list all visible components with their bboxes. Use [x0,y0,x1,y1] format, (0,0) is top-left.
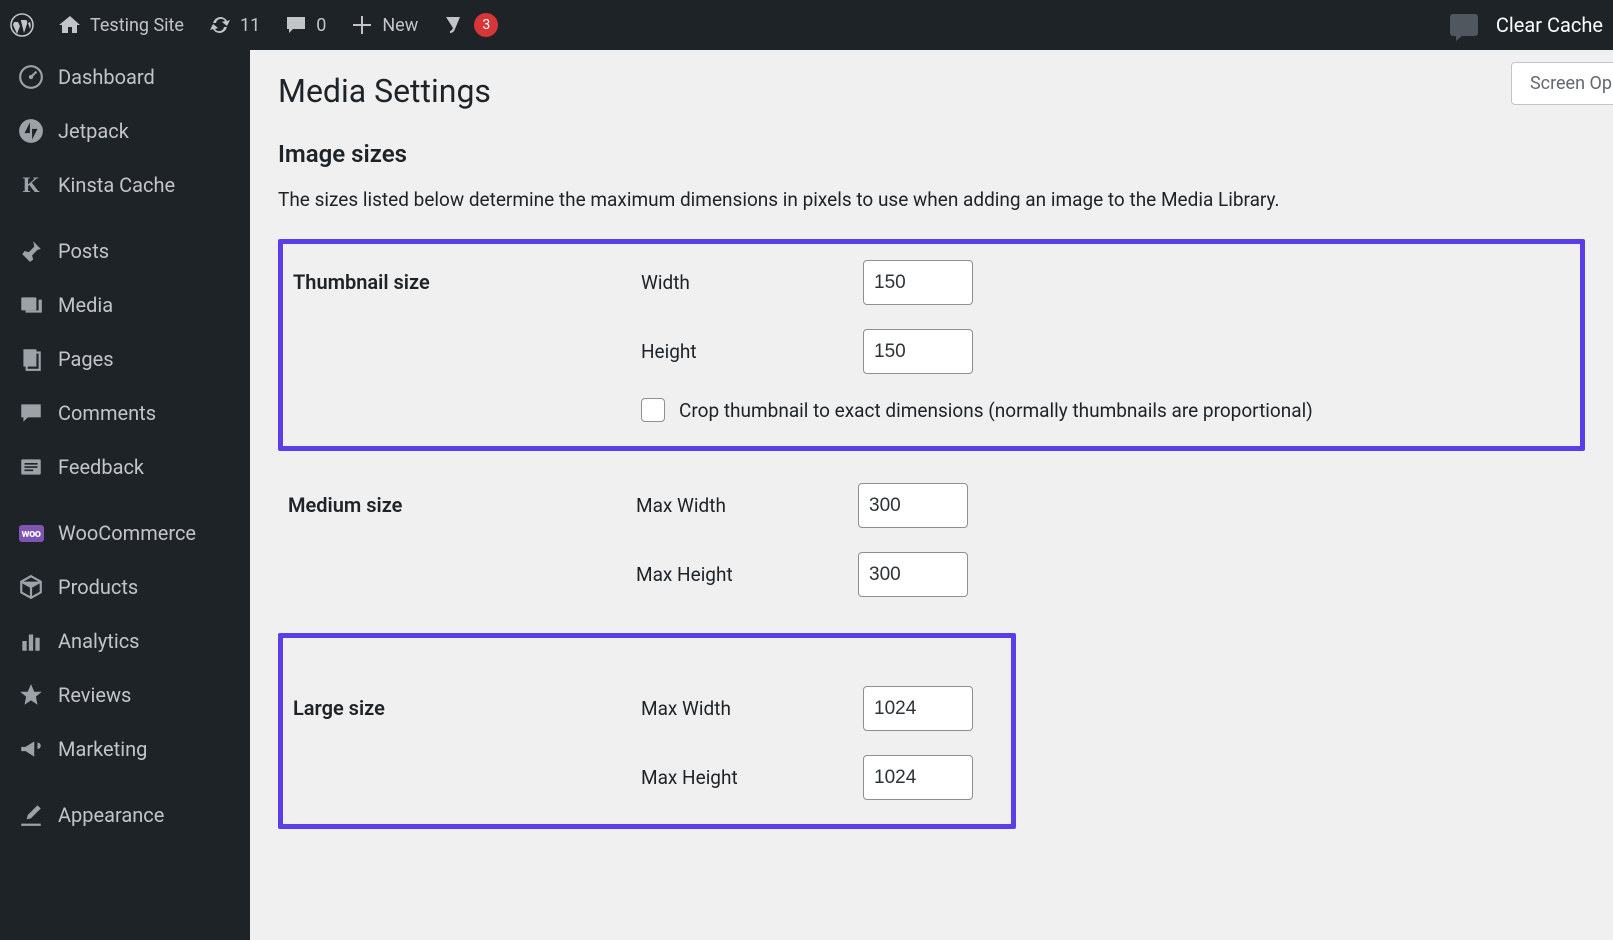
wp-logo-menu[interactable] [10,13,34,37]
home-icon [58,13,82,37]
section-description: The sizes listed below determine the max… [278,188,1585,211]
thumbnail-crop-checkbox[interactable] [641,398,665,422]
thumbnail-section-highlight: Thumbnail size Width Height Crop thumbna… [278,239,1585,451]
plus-icon [350,13,374,37]
sidebar-item-analytics[interactable]: Analytics [0,614,250,668]
admin-bar: Testing Site 11 0 New 3 Clear Cache [0,0,1613,50]
screen-options-label: Screen Op [1530,73,1612,94]
page-title: Media Settings [278,72,1585,110]
yoast-badge: 3 [474,13,498,37]
appearance-icon [18,802,44,828]
thumbnail-crop-label: Crop thumbnail to exact dimensions (norm… [679,399,1313,422]
admin-bar-right: Clear Cache [1450,13,1603,37]
clear-cache-label: Clear Cache [1496,13,1603,37]
sidebar-item-label: Media [58,293,113,317]
speech-icon [1450,14,1478,36]
large-label: Large size [293,686,641,720]
yoast-menu[interactable]: 3 [442,13,498,37]
thumbnail-height-input[interactable] [863,329,973,374]
sidebar-item-label: Feedback [58,455,144,479]
sidebar-item-label: Posts [58,239,109,263]
sidebar-item-label: Appearance [58,803,164,827]
screen-options-button[interactable]: Screen Op [1511,62,1613,105]
comments-icon [18,400,44,426]
yoast-icon [442,13,466,37]
large-row: Large size Max Width Max Height [293,686,1001,800]
medium-max-height-input[interactable] [858,552,968,597]
pin-icon [18,238,44,264]
sidebar-item-jetpack[interactable]: Jetpack [0,104,250,158]
sidebar-item-appearance[interactable]: Appearance [0,788,250,842]
feedback-icon [18,454,44,480]
update-icon [208,13,232,37]
new-label: New [382,15,418,36]
sidebar-item-woocommerce[interactable]: woo WooCommerce [0,506,250,560]
woocommerce-icon: woo [18,520,44,546]
sidebar-item-label: Pages [58,347,114,371]
sidebar-item-label: Products [58,575,138,599]
medium-section: Medium size Max Width Max Height [278,475,1585,633]
sidebar-item-label: Comments [58,401,156,425]
sidebar-item-marketing[interactable]: Marketing [0,722,250,776]
admin-bar-left: Testing Site 11 0 New 3 [10,13,498,37]
sidebar-item-comments[interactable]: Comments [0,386,250,440]
medium-label: Medium size [288,483,636,517]
pages-icon [18,346,44,372]
site-name-menu[interactable]: Testing Site [58,13,184,37]
sidebar-item-label: Reviews [58,683,131,707]
sidebar-item-label: Kinsta Cache [58,173,175,197]
wordpress-icon [10,13,34,37]
sidebar-item-products[interactable]: Products [0,560,250,614]
clear-cache-button[interactable]: Clear Cache [1496,13,1603,37]
sidebar-item-pages[interactable]: Pages [0,332,250,386]
large-section-highlight: Large size Max Width Max Height [278,633,1016,829]
site-name-label: Testing Site [90,15,184,36]
new-content-menu[interactable]: New [350,13,418,37]
large-max-height-input[interactable] [863,755,973,800]
comment-icon [284,13,308,37]
medium-max-width-input[interactable] [858,483,968,528]
dashboard-icon [18,64,44,90]
medium-max-height-label: Max Height [636,563,858,586]
thumbnail-width-input[interactable] [863,260,973,305]
thumbnail-label: Thumbnail size [293,260,641,294]
sidebar-item-label: Analytics [58,629,140,653]
medium-max-width-label: Max Width [636,494,858,517]
sidebar-item-label: Jetpack [58,119,129,143]
sidebar-item-label: Dashboard [58,65,155,89]
admin-sidebar: Dashboard Jetpack K Kinsta Cache Posts M… [0,50,250,940]
large-max-height-label: Max Height [641,766,863,789]
comments-count: 0 [316,15,326,36]
megaphone-icon [18,736,44,762]
sidebar-item-feedback[interactable]: Feedback [0,440,250,494]
sidebar-item-reviews[interactable]: Reviews [0,668,250,722]
sidebar-item-label: Marketing [58,737,147,761]
products-icon [18,574,44,600]
analytics-icon [18,628,44,654]
notifications-menu[interactable] [1450,14,1478,36]
large-max-width-input[interactable] [863,686,973,731]
sidebar-item-posts[interactable]: Posts [0,224,250,278]
thumbnail-width-label: Width [641,271,863,294]
large-max-width-label: Max Width [641,697,863,720]
updates-menu[interactable]: 11 [208,13,260,37]
media-icon [18,292,44,318]
medium-row: Medium size Max Width Max Height [288,483,1575,597]
kinsta-icon: K [18,172,44,198]
comments-menu[interactable]: 0 [284,13,326,37]
thumbnail-row: Thumbnail size Width Height Crop thumbna… [293,260,1570,422]
sidebar-item-dashboard[interactable]: Dashboard [0,50,250,104]
thumbnail-height-label: Height [641,340,863,363]
section-heading: Image sizes [278,140,1585,168]
sidebar-item-kinsta[interactable]: K Kinsta Cache [0,158,250,212]
sidebar-item-media[interactable]: Media [0,278,250,332]
main-content: Screen Op Media Settings Image sizes The… [250,50,1613,940]
sidebar-item-label: WooCommerce [58,521,196,545]
star-icon [18,682,44,708]
updates-count: 11 [240,15,260,36]
jetpack-icon [18,118,44,144]
